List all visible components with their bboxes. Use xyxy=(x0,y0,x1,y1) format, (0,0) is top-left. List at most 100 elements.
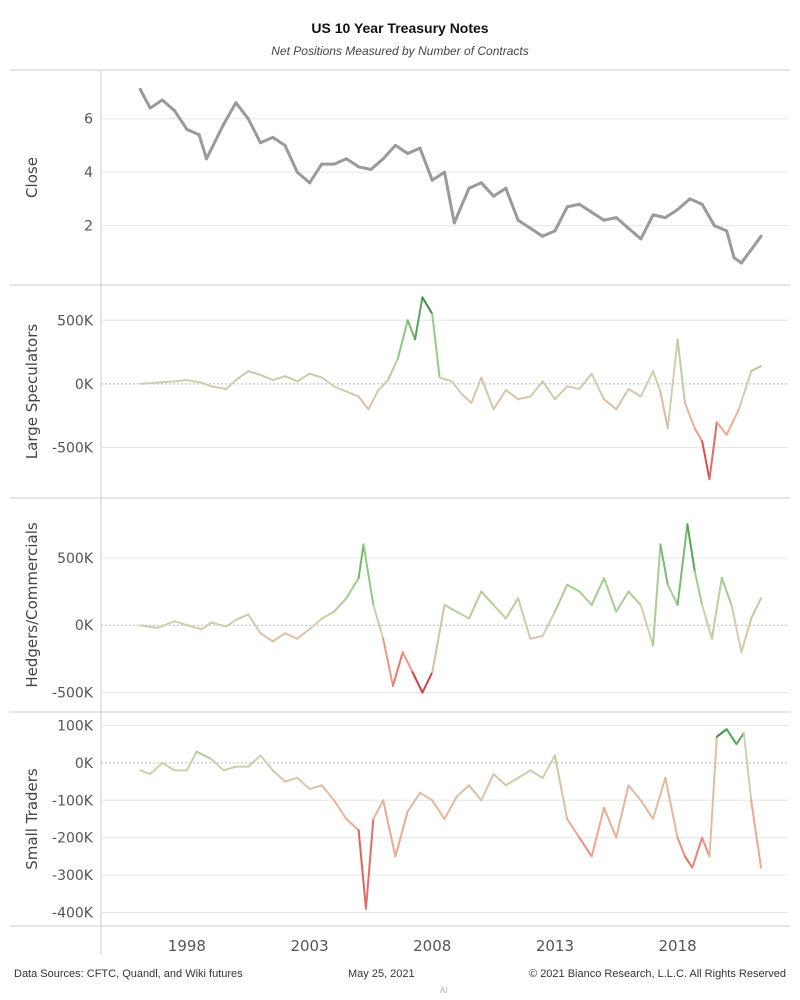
y-tick-label: 0K xyxy=(75,377,94,393)
data-sources-footer: Data Sources: CFTC, Quandl, and Wiki fut… xyxy=(14,968,243,980)
small-traders-segment xyxy=(725,728,738,746)
close-data-point xyxy=(308,181,312,185)
large-speculators-segment xyxy=(406,319,417,341)
close-data-point xyxy=(185,127,189,131)
close-data-point xyxy=(295,170,299,174)
small-traders-segment xyxy=(652,776,667,820)
close-data-point xyxy=(320,162,324,166)
hedgers-commercials-segment xyxy=(750,597,763,620)
small-traders-segment xyxy=(443,795,458,820)
small-traders-segment xyxy=(382,799,397,858)
large-speculators-segment xyxy=(566,385,581,390)
close-data-point xyxy=(639,237,643,241)
hedgers-commercials-segment xyxy=(185,624,203,631)
close-data-point xyxy=(418,146,422,150)
large-speculators-segment xyxy=(421,296,434,315)
small-traders-segment xyxy=(259,754,274,772)
hedgers-commercials-segment xyxy=(391,651,404,687)
hedgers-commercials-segment xyxy=(566,583,581,593)
hedgers-commercials-segment xyxy=(234,613,250,621)
y-tick-label: 0K xyxy=(75,618,94,634)
hedgers-commercials-segment xyxy=(411,671,424,694)
hedgers-commercials-segment xyxy=(740,617,753,654)
small-traders-segment xyxy=(639,799,655,820)
close-data-point xyxy=(590,210,594,214)
small-traders-segment xyxy=(455,784,471,798)
close-data-point xyxy=(614,216,618,220)
hedgers-commercials-segment xyxy=(271,632,287,643)
small-traders-segment xyxy=(149,761,164,776)
close-data-point xyxy=(479,181,483,185)
close-data-point xyxy=(749,248,753,252)
close-data-point xyxy=(452,221,456,225)
y-tick-label: -300K xyxy=(52,868,94,884)
hedgers-commercials-segment xyxy=(627,590,642,606)
close-data-point xyxy=(283,143,287,147)
small-traders-segment xyxy=(480,773,495,802)
y-tick-label: -400K xyxy=(52,906,94,922)
small-traders-segment xyxy=(750,799,763,869)
close-data-point xyxy=(577,202,581,206)
large-speculators-segment xyxy=(652,370,662,393)
large-speculators-segment xyxy=(139,381,159,385)
hedgers-commercials-segment xyxy=(730,604,743,654)
large-speculators-segment xyxy=(590,372,605,401)
close-data-point xyxy=(197,133,201,137)
hedgers-commercials-segment xyxy=(590,577,605,606)
hedgers-commercials-segment xyxy=(173,620,188,627)
close-data-point xyxy=(443,170,446,174)
small-traders-segment xyxy=(578,836,593,858)
close-data-point xyxy=(369,167,373,171)
large-speculators-segment xyxy=(271,375,287,382)
small-traders-segment xyxy=(627,784,642,802)
close-data-point xyxy=(234,101,238,105)
small-traders-segment xyxy=(185,750,198,772)
y-tick-label: 500K xyxy=(57,313,94,329)
large-speculators-segment xyxy=(396,319,409,360)
hedgers-commercials-segment xyxy=(284,632,299,640)
small-traders-segment xyxy=(431,799,446,820)
hedgers-commercials-segment xyxy=(480,590,495,606)
y-axis-label: Small Traders xyxy=(23,768,41,870)
large-speculators-segment xyxy=(345,390,360,398)
close-data-point xyxy=(332,162,336,166)
hedgers-commercials-segment xyxy=(666,583,679,606)
hedgers-commercials-segment xyxy=(492,604,507,620)
hedgers-commercials-segment xyxy=(357,543,365,580)
close-data-point xyxy=(148,106,152,110)
large-speculators-segment xyxy=(615,387,630,411)
close-data-point xyxy=(541,234,545,238)
large-speculators-segment xyxy=(737,370,753,411)
small-traders-segment xyxy=(735,731,745,746)
hedgers-commercials-segment xyxy=(578,590,593,606)
large-speculators-segment xyxy=(676,338,686,404)
hedgers-commercials-segment xyxy=(210,621,228,628)
x-tick-label: 2003 xyxy=(290,937,328,955)
hedgers-commercials-segment xyxy=(553,583,569,613)
y-tick-label: 2 xyxy=(84,219,93,235)
hedgers-commercials-segment xyxy=(345,577,360,600)
large-speculators-segment xyxy=(492,389,507,411)
close-series-line xyxy=(138,87,763,265)
large-speculators-segment xyxy=(529,380,544,398)
small-traders-segment xyxy=(161,761,176,772)
hedgers-commercials-segment xyxy=(443,604,458,613)
large-speculators-segment xyxy=(320,376,336,388)
y-tick-label: -500K xyxy=(52,686,94,702)
large-speculators-segment xyxy=(431,312,441,379)
hedgers-commercials-segment xyxy=(701,604,713,640)
hedgers-commercials-segment xyxy=(382,637,394,687)
close-data-point xyxy=(430,178,434,182)
small-traders-segment xyxy=(504,776,520,787)
large-speculators-segment xyxy=(234,370,250,382)
y-tick-label: 100K xyxy=(57,718,94,734)
x-tick-label: 2013 xyxy=(536,937,574,955)
close-data-point xyxy=(222,122,226,126)
large-speculators-segment xyxy=(156,380,176,384)
hedgers-commercials-segment xyxy=(333,597,348,613)
close-data-point xyxy=(528,226,532,230)
y-tick-label: 4 xyxy=(84,165,93,181)
close-data-point xyxy=(759,234,763,238)
hedgers-commercials-segment xyxy=(659,543,669,586)
